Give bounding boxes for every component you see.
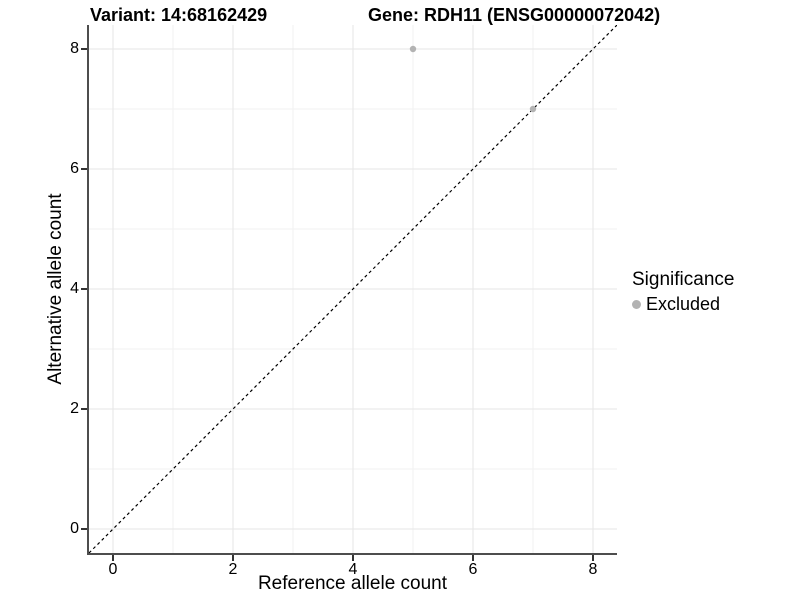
y-tick-mark [81, 408, 87, 410]
x-axis-title: Reference allele count [257, 573, 448, 594]
y-tick-mark [81, 288, 87, 290]
data-point [409, 45, 417, 53]
x-axis-line [87, 553, 617, 555]
y-tick-label: 4 [70, 280, 79, 297]
gene-title: Gene: RDH11 (ENSG00000072042) [368, 5, 661, 25]
y-tick-label: 6 [70, 160, 79, 177]
y-tick-mark [81, 48, 87, 50]
legend-items: Excluded [632, 293, 734, 315]
x-tick-label: 6 [468, 561, 478, 578]
x-tick-mark [472, 555, 474, 561]
x-tick-label: 4 [348, 561, 358, 578]
x-tick-mark [592, 555, 594, 561]
legend-title: Significance [632, 269, 735, 290]
x-tick-label: 8 [588, 561, 598, 578]
x-tick-mark [112, 555, 114, 561]
y-tick-label: 8 [70, 40, 79, 57]
y-tick-mark [81, 528, 87, 530]
legend-item-label: Excluded [646, 294, 721, 314]
y-tick-mark [81, 168, 87, 170]
x-tick-label: 0 [108, 561, 118, 578]
legend-point-icon [632, 299, 641, 309]
x-tick-label: 2 [228, 561, 238, 578]
y-tick-label: 2 [70, 400, 79, 417]
variant-title: Variant: 14:68162429 [90, 5, 268, 25]
x-tick-mark [232, 555, 234, 561]
y-axis-title: Alternative allele count [45, 193, 66, 385]
y-axis-line [87, 25, 89, 555]
x-tick-mark [352, 555, 354, 561]
legend: Significance Excluded [632, 268, 734, 315]
legend-item: Excluded [632, 293, 734, 315]
data-point [529, 105, 537, 113]
y-tick-label: 0 [70, 520, 79, 537]
identity-reference-line [89, 25, 617, 553]
plot-panel [89, 25, 617, 553]
